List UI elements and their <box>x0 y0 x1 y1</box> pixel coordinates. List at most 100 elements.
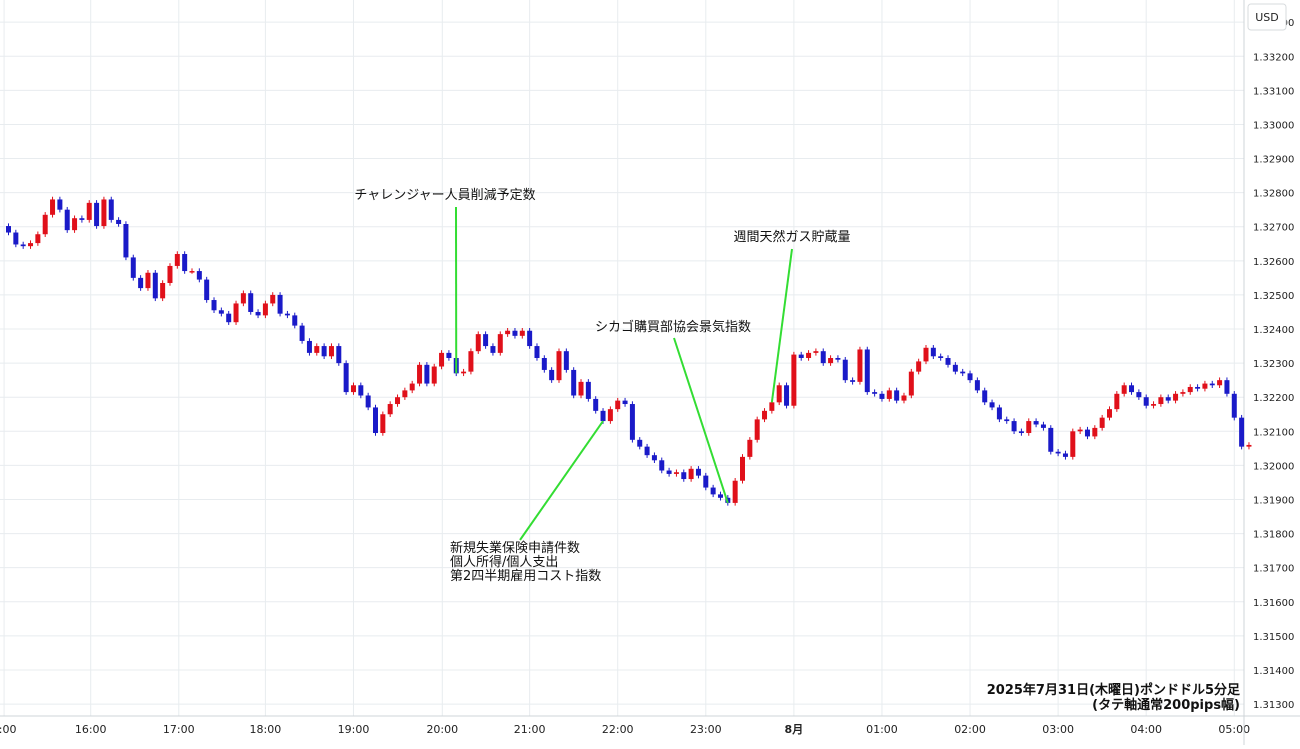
candle-body <box>1019 431 1024 433</box>
candle-body <box>476 334 481 351</box>
x-tick-label: 05:00 <box>1218 723 1250 736</box>
candle-body <box>28 243 33 246</box>
candle-body <box>6 226 11 232</box>
candle-body <box>1144 397 1149 406</box>
candle-body <box>446 353 451 358</box>
candle-body <box>490 346 495 353</box>
y-tick-label: 1.32700 <box>1253 223 1294 234</box>
candle-body <box>190 271 195 273</box>
candle-body <box>248 293 253 312</box>
candle-body <box>828 358 833 363</box>
candle-body <box>887 390 892 399</box>
candle-body <box>835 358 840 360</box>
candle-body <box>417 365 422 384</box>
candle-body <box>1210 384 1215 386</box>
candle-body <box>615 401 620 410</box>
candle-body <box>593 399 598 411</box>
candle-body <box>197 271 202 280</box>
candle-body <box>601 411 606 421</box>
candle-body <box>1078 430 1083 432</box>
x-tick-label: 23:00 <box>690 723 722 736</box>
candle-body <box>1224 380 1229 394</box>
candle-body <box>512 331 517 336</box>
candle-body <box>380 414 385 433</box>
candle-body <box>1246 445 1251 447</box>
y-tick-label: 1.32600 <box>1253 257 1294 268</box>
candle-body <box>623 401 628 404</box>
candle-body <box>160 283 165 298</box>
x-tick-label: 01:00 <box>866 723 898 736</box>
caption-line: (タテ軸通常200pips幅) <box>1092 697 1240 713</box>
x-tick-label: 20:00 <box>426 723 458 736</box>
candle-body <box>21 244 26 246</box>
candle-body <box>608 409 613 421</box>
x-tick-label: 22:00 <box>602 723 634 736</box>
candle-body <box>1188 387 1193 392</box>
annotation-label: 個人所得/個人支出 <box>450 554 558 570</box>
candle-body <box>101 199 106 226</box>
candle-body <box>138 278 143 288</box>
candle-body <box>1107 409 1112 418</box>
candle-body <box>667 471 672 474</box>
candle-body <box>226 314 231 323</box>
candle-body <box>366 396 371 408</box>
candle-body <box>300 326 305 341</box>
candle-body <box>123 224 128 257</box>
candle-body <box>1034 421 1039 424</box>
candle-body <box>843 360 848 380</box>
candle-body <box>990 402 995 407</box>
candle-body <box>865 349 870 392</box>
candle-body <box>791 355 796 406</box>
candle-body <box>1129 385 1134 392</box>
candle-body <box>982 390 987 402</box>
candle-body <box>388 404 393 414</box>
candle-body <box>395 397 400 404</box>
candle-body <box>1195 387 1200 389</box>
candle-body <box>909 372 914 396</box>
candle-body <box>13 233 18 245</box>
caption-line: 2025年7月31日(木曜日)ポンドドル5分足 <box>987 682 1241 698</box>
candle-body <box>1041 424 1046 427</box>
candle-body <box>872 392 877 394</box>
candle-body <box>711 488 716 495</box>
candle-body <box>1180 392 1185 394</box>
candle-body <box>402 390 407 397</box>
y-tick-label: 1.31800 <box>1253 530 1294 541</box>
candle-body <box>931 348 936 357</box>
candle-body <box>461 372 466 374</box>
candle-body <box>204 280 209 300</box>
y-tick-label: 1.32300 <box>1253 359 1294 370</box>
candle-body <box>234 303 239 322</box>
candle-body <box>50 199 55 214</box>
candle-body <box>1070 431 1075 457</box>
y-tick-label: 1.31600 <box>1253 598 1294 609</box>
candle-body <box>1166 397 1171 400</box>
candle-body <box>35 234 40 243</box>
candle-body <box>109 199 114 219</box>
candle-body <box>1202 384 1207 389</box>
candle-body <box>1136 392 1141 397</box>
candle-body <box>1092 428 1097 437</box>
candle-body <box>1151 404 1156 406</box>
candle-body <box>285 314 290 316</box>
candle-body <box>373 407 378 433</box>
annotation-label: チャレンジャー人員削減予定数 <box>354 187 535 203</box>
candle-body <box>270 295 275 304</box>
candle-body <box>821 351 826 363</box>
x-tick-label: 04:00 <box>1130 723 1162 736</box>
candle-body <box>938 356 943 358</box>
candle-body <box>278 295 283 314</box>
candle-body <box>432 367 437 384</box>
candle-body <box>351 385 356 392</box>
y-tick-label: 1.32000 <box>1253 461 1294 472</box>
x-tick-label: 5:00 <box>0 723 16 736</box>
annotation-label: 新規失業保険申請件数 <box>450 540 580 556</box>
y-tick-label: 1.31300 <box>1253 700 1294 711</box>
candle-body <box>777 385 782 402</box>
candle-body <box>131 257 136 277</box>
candle-body <box>1100 418 1105 428</box>
x-tick-label: 17:00 <box>163 723 195 736</box>
candle-body <box>65 210 70 230</box>
candle-body <box>1048 428 1053 452</box>
